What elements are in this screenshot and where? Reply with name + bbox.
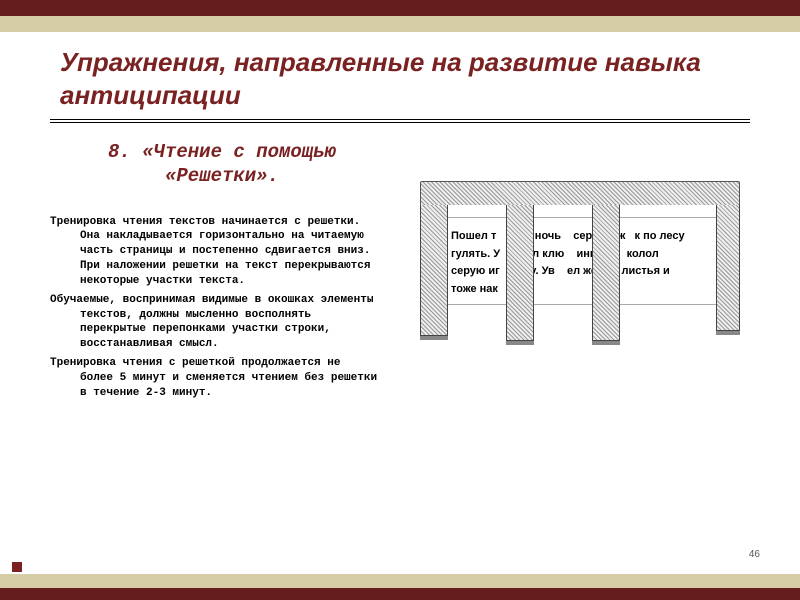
seg: гулять. У	[451, 248, 500, 260]
seg: тоже нак	[451, 283, 498, 295]
grid-top-bar	[420, 181, 740, 207]
grid-pillar	[592, 205, 620, 345]
grid-pillar	[506, 205, 534, 345]
subtitle-line1: 8. «Чтение с помощью	[108, 141, 336, 163]
seg: Пошел т	[451, 230, 496, 242]
grid-text-card: Пошел т ной ночь серый ёж к по лесу гуля…	[442, 217, 718, 305]
left-column: 8. «Чтение с помощью «Решетки». Трениров…	[30, 141, 390, 405]
seg: к по лесу	[635, 230, 685, 242]
seg: листья и	[622, 265, 670, 277]
paragraph: Тренировка чтения текстов начинается с р…	[50, 215, 378, 289]
bottom-stripe	[0, 574, 800, 600]
corner-accent	[12, 562, 22, 572]
subtitle: 8. «Чтение с помощью «Решетки».	[50, 141, 378, 215]
body-text: Тренировка чтения текстов начинается с р…	[50, 215, 378, 401]
bottom-stripe-dark	[0, 588, 800, 600]
grid-pillar	[420, 205, 448, 340]
top-stripe	[0, 0, 800, 32]
top-stripe-beige	[0, 16, 800, 32]
page-number: 46	[749, 549, 760, 560]
grid-pillar	[716, 205, 740, 335]
grid-columns: Пошел т ной ночь серый ёж к по лесу гуля…	[420, 205, 740, 345]
right-column: Пошел т ной ночь серый ёж к по лесу гуля…	[390, 141, 770, 405]
paragraph: Тренировка чтения с решеткой продолжаетс…	[50, 356, 378, 401]
seg: колол	[627, 248, 659, 260]
paragraph: Обучаемые, воспринимая видимые в окошках…	[50, 293, 378, 352]
page-title: Упражнения, направленные на развитие нав…	[0, 32, 800, 119]
grid-illustration: Пошел т ной ночь серый ёж к по лесу гуля…	[420, 181, 740, 345]
seg: серую иг	[451, 265, 500, 277]
subtitle-line2: «Решетки».	[165, 165, 279, 187]
bottom-stripe-beige	[0, 574, 800, 588]
content-area: 8. «Чтение с помощью «Решетки». Трениров…	[0, 123, 800, 405]
top-stripe-dark	[0, 0, 800, 16]
